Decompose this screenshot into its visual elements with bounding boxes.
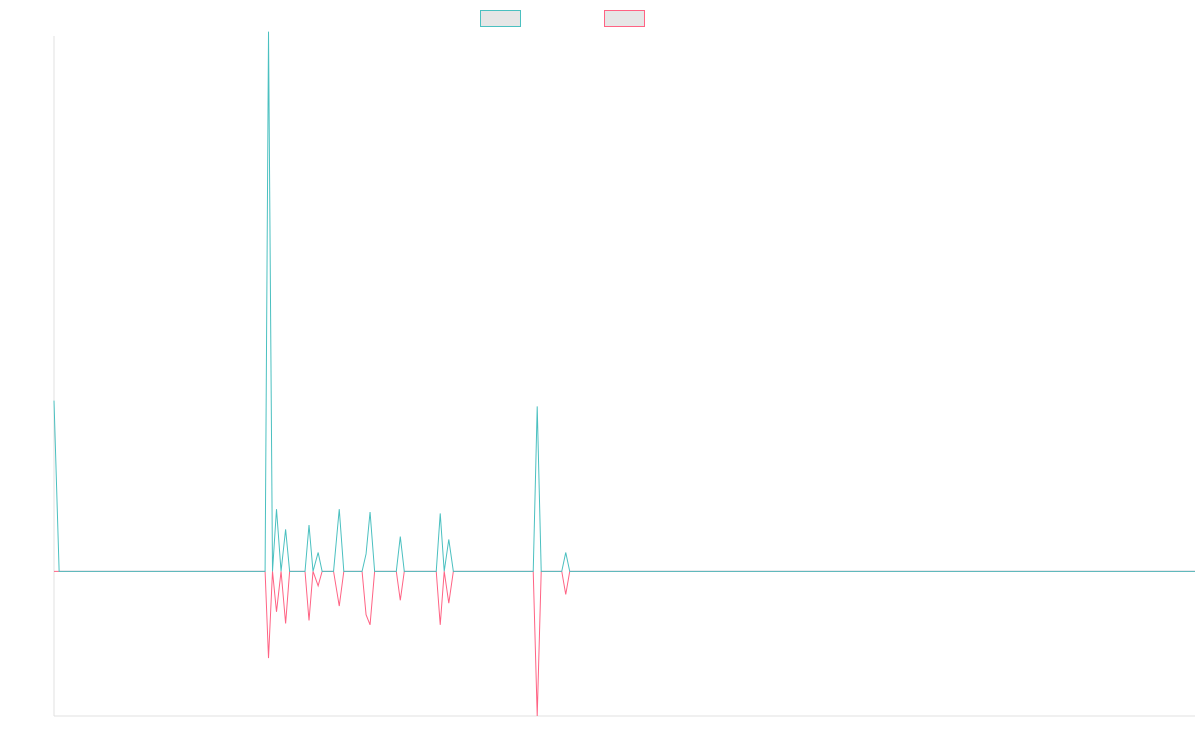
legend-swatch-2[interactable] — [604, 10, 645, 27]
legend[interactable] — [480, 10, 645, 27]
axes-group — [53, 36, 1195, 717]
series-line-2[interactable] — [54, 570, 1195, 717]
series-group — [53, 31, 1195, 717]
legend-swatch-1[interactable] — [480, 10, 521, 27]
legend-item-2[interactable] — [604, 10, 645, 27]
series-line-1[interactable] — [53, 31, 1195, 572]
legend-item-1[interactable] — [480, 10, 521, 27]
